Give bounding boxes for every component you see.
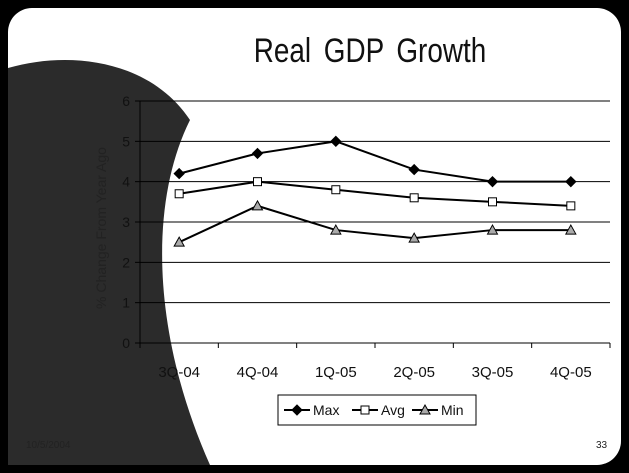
series-line-max <box>178 140 571 183</box>
y-tick-labels: 0 1 2 3 4 5 6 <box>122 93 130 351</box>
x-tick-label-2Q-05: 2Q-05 <box>393 364 435 381</box>
y-tick-label-3: 3 <box>122 214 130 230</box>
point-min-2Q-05 <box>408 232 421 243</box>
x-tick-label-4Q-04: 4Q-04 <box>237 364 279 381</box>
legend-marker-min <box>419 403 431 415</box>
slide-page-number: 33 <box>596 440 608 451</box>
y-tick-label-6: 6 <box>122 93 130 109</box>
point-min-4Q-04 <box>251 199 264 211</box>
point-avg-3Q-05 <box>488 197 497 207</box>
y-tick-label-1: 1 <box>122 295 130 311</box>
point-min-3Q-05 <box>486 224 499 235</box>
point-avg-1Q-05 <box>331 185 341 195</box>
point-min-1Q-05 <box>329 224 342 235</box>
x-tick-label-1Q-05: 1Q-05 <box>315 364 357 381</box>
point-avg-4Q-04 <box>253 177 262 187</box>
x-tick-label-3Q-04: 3Q-04 <box>158 364 200 381</box>
legend-marker-avg <box>360 405 370 415</box>
point-max-2Q-05 <box>408 163 420 176</box>
point-max-1Q-05 <box>330 135 342 148</box>
series-max <box>173 135 577 188</box>
legend-marker-max <box>291 404 303 416</box>
y-tick-label-4: 4 <box>122 174 130 190</box>
gridlines <box>140 100 610 304</box>
slide-date: 10/5/2004 <box>26 440 71 451</box>
point-avg-4Q-05 <box>566 201 576 211</box>
series-line-avg <box>179 180 571 207</box>
axes <box>135 100 611 348</box>
y-tick-label-5: 5 <box>122 133 130 149</box>
x-tick-label-4Q-05: 4Q-05 <box>550 364 592 381</box>
decorative-arc <box>8 59 210 465</box>
x-tick-labels: 3Q-04 4Q-04 1Q-05 2Q-05 3Q-05 4Q-05 <box>158 364 591 381</box>
point-min-3Q-04 <box>173 236 186 247</box>
x-tick-label-3Q-05: 3Q-05 <box>472 364 514 381</box>
point-max-4Q-05 <box>565 175 577 188</box>
series-min <box>173 199 577 247</box>
legend-box <box>277 394 477 426</box>
legend: Max Avg Min <box>277 394 477 426</box>
series-group <box>173 135 577 247</box>
legend-label-min: Min <box>441 402 464 418</box>
series-avg <box>174 177 576 211</box>
y-tick-label-0: 0 <box>122 335 130 351</box>
point-min-4Q-05 <box>564 224 577 235</box>
series-line-min <box>178 204 571 244</box>
point-max-4Q-04 <box>251 147 264 160</box>
y-axis-label: % Change From Year Ago <box>93 147 109 309</box>
y-tick-label-2: 2 <box>122 254 130 270</box>
point-avg-3Q-04 <box>174 189 184 199</box>
legend-label-avg: Avg <box>381 402 405 418</box>
point-max-3Q-04 <box>173 167 185 180</box>
point-avg-2Q-05 <box>409 193 419 203</box>
legend-label-max: Max <box>313 402 339 418</box>
point-max-3Q-05 <box>486 175 499 188</box>
chart-title: Real GDP Growth <box>253 32 487 70</box>
